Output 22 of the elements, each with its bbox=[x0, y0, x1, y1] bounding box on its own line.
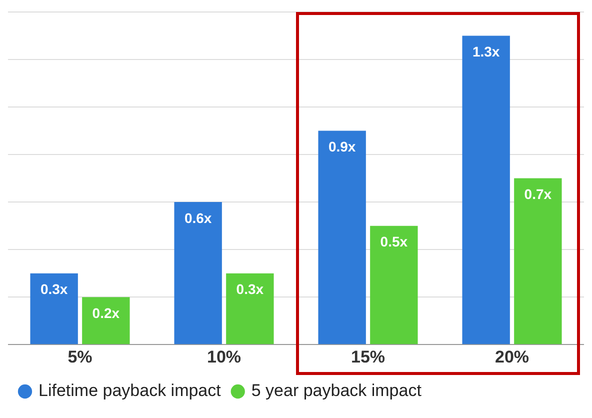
x-tick-label: 5% bbox=[68, 347, 92, 366]
legend-label: Lifetime payback impact bbox=[38, 381, 222, 400]
bar bbox=[514, 178, 562, 344]
x-tick-label: 15% bbox=[350, 347, 386, 366]
data-label: 0.9x bbox=[328, 138, 356, 155]
bar bbox=[226, 273, 274, 344]
data-label: 0.3x bbox=[236, 281, 264, 298]
bar bbox=[30, 273, 78, 344]
data-label: 1.3x bbox=[472, 44, 500, 60]
legend-label: 5 year payback impact bbox=[251, 381, 422, 400]
data-label: 0.5x bbox=[380, 234, 408, 250]
data-label: 0.2x bbox=[92, 304, 120, 321]
x-tick-label: 10% bbox=[206, 347, 242, 366]
data-label: 0.3x bbox=[40, 281, 68, 298]
data-label: 0.7x bbox=[524, 186, 552, 202]
data-label: 0.6x bbox=[184, 210, 212, 226]
bar bbox=[462, 36, 510, 344]
bar bbox=[318, 130, 366, 344]
bar bbox=[82, 297, 130, 344]
bar bbox=[370, 226, 418, 344]
bar bbox=[174, 202, 222, 344]
x-tick-label: 20% bbox=[494, 347, 530, 366]
